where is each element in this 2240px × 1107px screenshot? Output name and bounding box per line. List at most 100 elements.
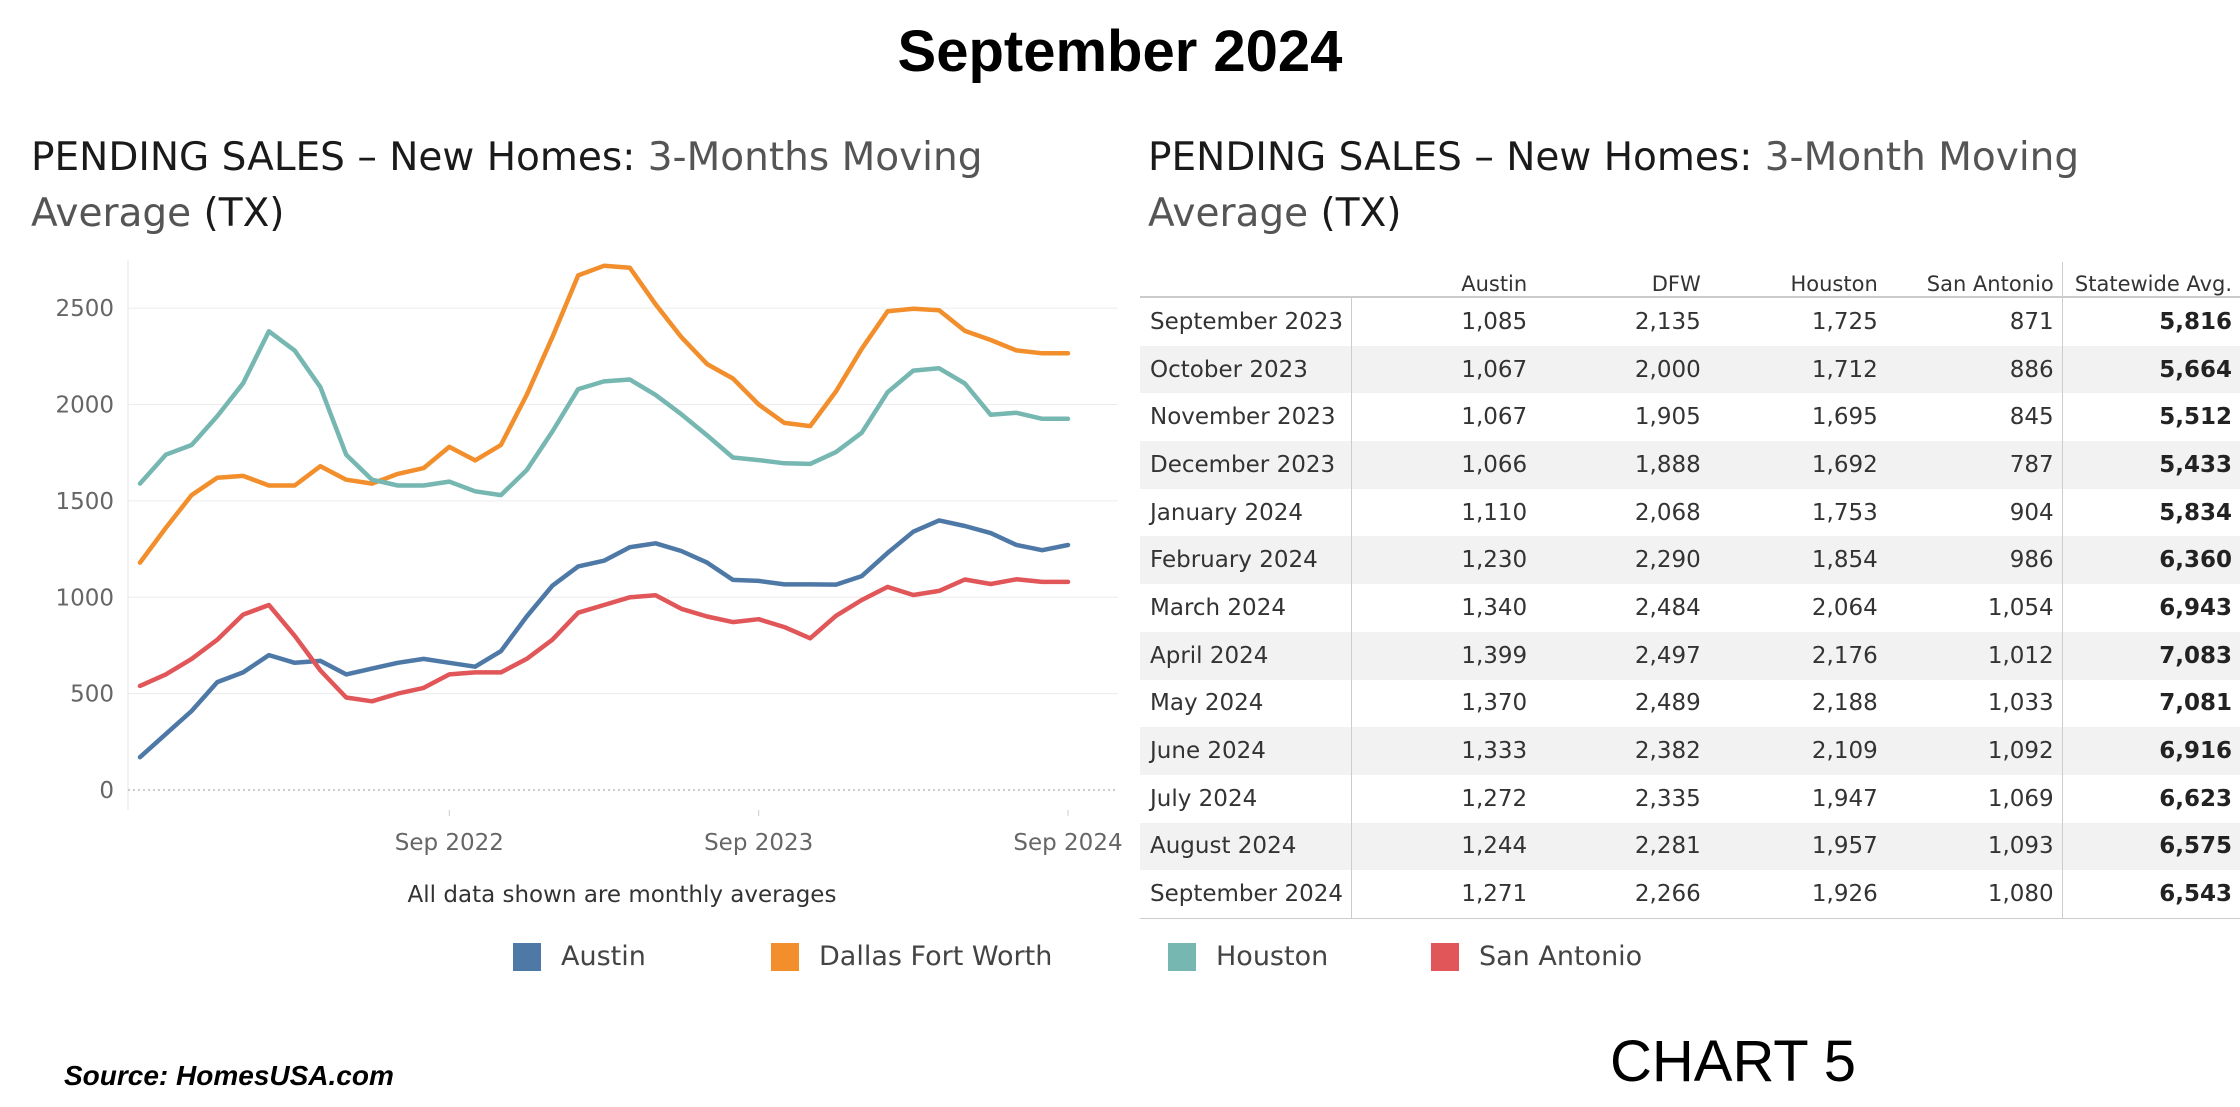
column-header-houston: Houston [1708,262,1886,298]
column-header-austin: Austin [1351,262,1536,298]
table-cell: 1,272 [1461,785,1528,812]
legend-label: Austin [561,941,646,972]
table-cell: 1,712 [1708,345,1886,394]
source-credit: Source: HomesUSA.com [64,1060,394,1091]
row-label: February 2024 [1140,536,1352,585]
table-title: PENDING SALES – New Homes: 3-Month Movin… [1148,130,2148,242]
chart-note: All data shown are monthly averages [408,882,837,908]
series-line-houston [137,329,1071,498]
table-cell: 2,064 [1811,594,1878,621]
row-label: July 2024 [1140,774,1352,823]
table-cell: 5,834 [2061,488,2240,537]
table-title-line2-light: Average [1148,191,1309,236]
table-title-strong: PENDING SALES – New Homes: [1148,135,1765,180]
table-row: October 2023 1,067 2,000 1,712 886 5,664 [1140,345,2240,394]
table-cell: 986 [1885,536,2063,585]
table-row: September 2023 1,085 2,135 1,725 871 5,816 [1140,297,2240,346]
table-header-blank [1140,262,1352,298]
table-cell: 1,370 [1461,690,1528,717]
legend-item-austin: Austin [513,941,646,972]
table-cell: 1,093 [1885,822,2063,871]
row-label: November 2023 [1140,393,1352,442]
chart-title-line2-light: Average [31,191,192,236]
table-cell: 1,054 [1987,594,2054,621]
y-tick-label-1000: 1000 [55,585,114,611]
table-cell: 6,360 [2061,536,2240,585]
row-label: September 2023 [1140,297,1352,346]
table-cell: 1,753 [1811,499,1878,526]
table-cell: 7,083 [2061,631,2240,680]
table-cell: 904 [2009,499,2054,526]
table-cell: 6,943 [2061,584,2240,632]
row-label: December 2023 [1140,441,1352,489]
row-label: January 2024 [1140,488,1352,537]
y-tick-label-2500: 2500 [55,296,114,322]
table-cell: 2,266 [1535,870,1709,919]
legend-label: San Antonio [1479,941,1643,972]
table-cell: 1,230 [1351,536,1536,585]
table-row: March 2024 1,340 2,484 2,064 1,054 6,943 [1140,584,2240,632]
table-row: June 2024 1,333 2,382 2,109 1,092 6,916 [1140,727,2240,775]
row-label: March 2024 [1140,584,1352,632]
x-tick-label-2022-09: Sep 2022 [395,830,504,856]
table-cell: 2,109 [1708,727,1886,775]
table-cell: 1,905 [1634,404,1701,431]
chart-title-line2-strong: (TX) [191,191,285,236]
x-tick-label-2024-09: Sep 2024 [1013,830,1122,856]
chart-title-strong: PENDING SALES – New Homes: [31,135,648,180]
chart-number: CHART 5 [1610,1029,1857,1094]
table-cell: 1,271 [1351,870,1536,919]
table-cell: 1,085 [1461,308,1528,335]
table-cell: 1,340 [1461,594,1528,621]
legend-swatch [1431,942,1459,971]
table-cell: 1,244 [1351,822,1536,871]
table-cell: 1,066 [1351,441,1536,489]
row-label: October 2023 [1140,345,1352,394]
table-cell: 5,433 [2061,441,2240,489]
table-cell: 2,068 [1634,499,1701,526]
table-cell: 6,623 [2061,774,2240,823]
table-cell: 2,000 [1535,345,1709,394]
table-cell: 2,281 [1535,822,1709,871]
legend-label: Dallas Fort Worth [819,941,1053,972]
table-cell: 5,664 [2061,345,2240,394]
y-tick-label-500: 500 [70,682,114,708]
table-row: August 2024 1,244 2,281 1,957 1,093 6,575 [1140,822,2240,871]
main-title: September 2024 [897,19,1343,84]
column-header-dfw: DFW [1535,262,1709,298]
table-cell: 1,399 [1351,631,1536,680]
table-cell: 1,333 [1351,727,1536,775]
table-cell: 1,033 [1987,690,2054,717]
table-cell: 787 [1885,441,2063,489]
table-cell: 1,069 [1987,785,2054,812]
table-cell: 6,543 [2061,870,2240,919]
table-cell: 2,135 [1634,308,1701,335]
row-label: May 2024 [1140,679,1352,728]
table-cell: 2,335 [1634,785,1701,812]
column-header-san-antonio: San Antonio [1885,262,2063,298]
column-header-statewide-avg-: Statewide Avg. [2061,262,2240,298]
table-cell: 1,926 [1708,870,1886,919]
table-cell: 5,512 [2061,393,2240,442]
chart-legend: Austin Dallas Fort Worth Houston San Antoni… [0,941,1700,981]
table-cell: 1,947 [1811,785,1878,812]
table-cell: 5,816 [2061,297,2240,346]
legend-swatch [513,942,541,971]
table-cell: 2,484 [1634,594,1701,621]
y-tick-label-1500: 1500 [55,489,114,515]
row-label: June 2024 [1140,727,1352,775]
table-cell: 1,012 [1885,631,2063,680]
table-cell: 1,854 [1708,536,1886,585]
legend-item-houston: Houston [1168,941,1328,972]
series-line-dallas-fort-worth [137,263,1071,565]
table-cell: 6,916 [2061,727,2240,775]
legend-swatch [771,942,799,971]
row-label: April 2024 [1140,631,1352,680]
table-row: May 2024 1,370 2,489 2,188 1,033 7,081 [1140,679,2240,728]
table-cell: 1,067 [1351,345,1536,394]
legend-item-dallas-fort-worth: Dallas Fort Worth [771,941,1052,972]
table-cell: 2,290 [1535,536,1709,585]
table-cell: 2,489 [1634,690,1701,717]
table-cell: 1,888 [1535,441,1709,489]
table-cell: 1,725 [1811,308,1878,335]
